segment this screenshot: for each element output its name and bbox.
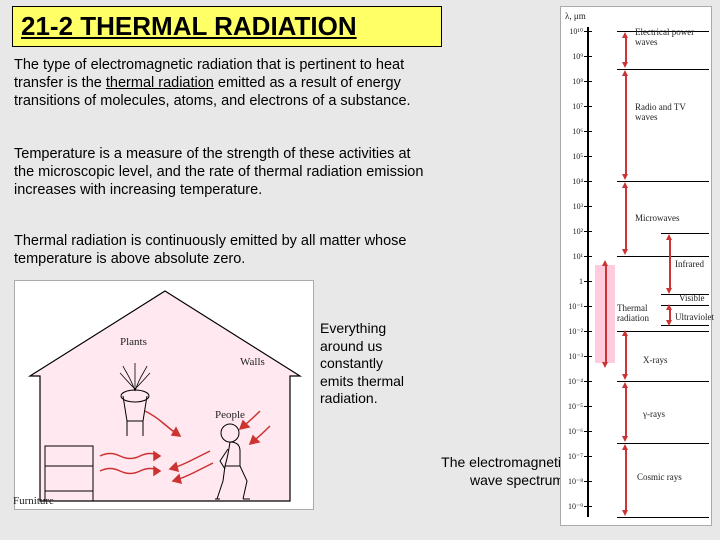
tick: 10⁻⁵ — [563, 402, 583, 411]
paragraph-2: Temperature is a measure of the strength… — [14, 145, 434, 199]
axis-label: λ, μm — [565, 11, 586, 21]
tick: 10³ — [563, 202, 583, 211]
tick: 1 — [563, 277, 583, 286]
band-infrared: Infrared — [675, 259, 704, 269]
para1-b: thermal radiation — [106, 75, 214, 91]
tick: 10¹ — [563, 252, 583, 261]
spectrum-axis — [587, 27, 589, 517]
tick: 10⁻³ — [563, 352, 583, 361]
house-svg — [15, 281, 315, 511]
band-radio: Radio and TV waves — [635, 102, 705, 122]
tick: 10¹⁰ — [563, 27, 583, 36]
band-thermal: Thermal radiation — [617, 303, 659, 323]
band-cosmic: Cosmic rays — [637, 472, 697, 482]
tick: 10⁻² — [563, 327, 583, 336]
band-power: Electrical power waves — [635, 27, 705, 47]
tick: 10⁻⁷ — [563, 452, 583, 461]
tick: 10⁵ — [563, 152, 583, 161]
tick: 10⁻⁴ — [563, 377, 583, 386]
tick: 10⁸ — [563, 77, 583, 86]
tick: 10⁻⁸ — [563, 477, 583, 486]
spectrum-figure: λ, μm 10¹⁰ 10⁹ 10⁸ 10⁷ 10⁶ 10⁵ 10⁴ 10³ 1… — [560, 6, 712, 526]
band-visible: Visible — [679, 293, 704, 303]
label-plants: Plants — [120, 336, 147, 348]
label-furniture: Furniture — [13, 495, 54, 507]
tick: 10⁴ — [563, 177, 583, 186]
band-xray: X-rays — [643, 355, 668, 365]
tick: 10⁷ — [563, 102, 583, 111]
tick: 10⁻⁶ — [563, 427, 583, 436]
tick: 10⁻⁹ — [563, 502, 583, 511]
tick: 10⁶ — [563, 127, 583, 136]
label-walls: Walls — [240, 356, 265, 368]
tick: 10⁹ — [563, 52, 583, 61]
paragraph-3: Thermal radiation is continuously emitte… — [14, 232, 434, 268]
band-uv: Ultraviolet — [675, 312, 714, 322]
label-people: People — [215, 409, 245, 421]
house-figure: Furniture Plants Walls People — [14, 280, 314, 510]
caption-house: Everything around us constantly emits th… — [320, 320, 420, 408]
band-gamma: γ-rays — [643, 409, 665, 419]
paragraph-1: The type of electromagnetic radiation th… — [14, 56, 434, 110]
caption-spectrum: The electromagnetic wave spectrum. — [438, 454, 568, 489]
tick: 10⁻¹ — [563, 302, 583, 311]
tick: 10² — [563, 227, 583, 236]
page-title: 21-2 THERMAL RADIATION — [12, 6, 442, 47]
band-micro: Microwaves — [635, 213, 680, 223]
